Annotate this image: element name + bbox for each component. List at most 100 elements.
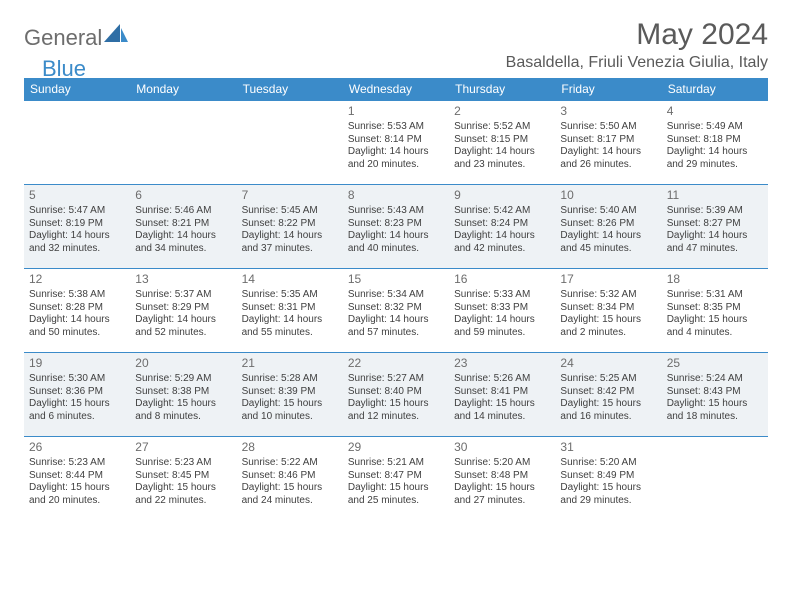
sunset-line: Sunset: 8:36 PM (29, 386, 125, 399)
sunset-line: Sunset: 8:19 PM (29, 218, 125, 231)
day-number: 15 (348, 272, 444, 287)
daylight-line: Daylight: 15 hours and 29 minutes. (560, 482, 656, 507)
daylight-line: Daylight: 15 hours and 27 minutes. (454, 482, 550, 507)
daylight-line: Daylight: 15 hours and 24 minutes. (242, 482, 338, 507)
calendar-cell: 1Sunrise: 5:53 AMSunset: 8:14 PMDaylight… (343, 101, 449, 185)
day-number: 28 (242, 440, 338, 455)
daylight-line: Daylight: 14 hours and 59 minutes. (454, 314, 550, 339)
calendar-cell: 21Sunrise: 5:28 AMSunset: 8:39 PMDayligh… (237, 353, 343, 437)
title-block: May 2024 Basaldella, Friuli Venezia Giul… (506, 18, 768, 72)
sunrise-line: Sunrise: 5:42 AM (454, 205, 550, 218)
calendar-cell: 3Sunrise: 5:50 AMSunset: 8:17 PMDaylight… (555, 101, 661, 185)
calendar-cell: 16Sunrise: 5:33 AMSunset: 8:33 PMDayligh… (449, 269, 555, 353)
daylight-line: Daylight: 14 hours and 42 minutes. (454, 230, 550, 255)
daylight-line: Daylight: 15 hours and 18 minutes. (667, 398, 763, 423)
page-header: General May 2024 Basaldella, Friuli Vene… (24, 18, 768, 72)
daylight-line: Daylight: 14 hours and 32 minutes. (29, 230, 125, 255)
sunset-line: Sunset: 8:43 PM (667, 386, 763, 399)
sunset-line: Sunset: 8:48 PM (454, 470, 550, 483)
daylight-line: Daylight: 15 hours and 6 minutes. (29, 398, 125, 423)
sunrise-line: Sunrise: 5:28 AM (242, 373, 338, 386)
sunrise-line: Sunrise: 5:26 AM (454, 373, 550, 386)
daylight-line: Daylight: 15 hours and 22 minutes. (135, 482, 231, 507)
calendar-cell: 25 Sunrise: 5:24 AMSunset: 8:43 PMDayligh… (662, 353, 768, 437)
day-number: 22 (348, 356, 444, 371)
sunrise-line: Sunrise: 5:46 AM (135, 205, 231, 218)
calendar-week-row: 12Sunrise: 5:38 AMSunset: 8:28 PMDayligh… (24, 269, 768, 353)
calendar-cell: 10Sunrise: 5:40 AMSunset: 8:26 PMDayligh… (555, 185, 661, 269)
daylight-line: Daylight: 14 hours and 20 minutes. (348, 146, 444, 171)
sunset-line: Sunset: 8:27 PM (667, 218, 763, 231)
calendar-cell: 30Sunrise: 5:20 AMSunset: 8:48 PMDayligh… (449, 437, 555, 521)
calendar-cell (130, 101, 236, 185)
day-number: 25 (667, 356, 763, 371)
calendar-body: 1Sunrise: 5:53 AMSunset: 8:14 PMDaylight… (24, 101, 768, 521)
calendar-cell: 26Sunrise: 5:23 AMSunset: 8:44 PMDayligh… (24, 437, 130, 521)
sunrise-line: Sunrise: 5:29 AM (135, 373, 231, 386)
calendar-cell: 8Sunrise: 5:43 AMSunset: 8:23 PMDaylight… (343, 185, 449, 269)
sunrise-line: Sunrise: 5:27 AM (348, 373, 444, 386)
calendar-header-row: SundayMondayTuesdayWednesdayThursdayFrid… (24, 78, 768, 101)
calendar-cell: 18Sunrise: 5:31 AMSunset: 8:35 PMDayligh… (662, 269, 768, 353)
day-header-wednesday: Wednesday (343, 78, 449, 101)
calendar-cell (24, 101, 130, 185)
calendar-cell: 24Sunrise: 5:25 AMSunset: 8:42 PMDayligh… (555, 353, 661, 437)
sunset-line: Sunset: 8:35 PM (667, 302, 763, 315)
sunrise-line: Sunrise: 5:25 AM (560, 373, 656, 386)
sunrise-line: Sunrise: 5:34 AM (348, 289, 444, 302)
sunrise-line: Sunrise: 5:22 AM (242, 457, 338, 470)
day-number: 14 (242, 272, 338, 287)
calendar-cell: 7Sunrise: 5:45 AMSunset: 8:22 PMDaylight… (237, 185, 343, 269)
daylight-line: Daylight: 15 hours and 25 minutes. (348, 482, 444, 507)
daylight-line: Daylight: 14 hours and 57 minutes. (348, 314, 444, 339)
sunrise-line: Sunrise: 5:31 AM (667, 289, 763, 302)
sunset-line: Sunset: 8:45 PM (135, 470, 231, 483)
day-number: 2 (454, 104, 550, 119)
calendar-week-row: 19Sunrise: 5:30 AMSunset: 8:36 PMDayligh… (24, 353, 768, 437)
sunrise-line: Sunrise: 5:38 AM (29, 289, 125, 302)
calendar-cell: 17Sunrise: 5:32 AMSunset: 8:34 PMDayligh… (555, 269, 661, 353)
day-number: 13 (135, 272, 231, 287)
calendar-cell: 4Sunrise: 5:49 AMSunset: 8:18 PMDaylight… (662, 101, 768, 185)
day-number: 26 (29, 440, 125, 455)
sunset-line: Sunset: 8:14 PM (348, 134, 444, 147)
daylight-line: Daylight: 14 hours and 23 minutes. (454, 146, 550, 171)
sunset-line: Sunset: 8:31 PM (242, 302, 338, 315)
calendar-cell: 15Sunrise: 5:34 AMSunset: 8:32 PMDayligh… (343, 269, 449, 353)
day-number: 10 (560, 188, 656, 203)
day-header-thursday: Thursday (449, 78, 555, 101)
calendar-cell: 20Sunrise: 5:29 AMSunset: 8:38 PMDayligh… (130, 353, 236, 437)
daylight-line: Daylight: 14 hours and 29 minutes. (667, 146, 763, 171)
day-number: 3 (560, 104, 656, 119)
sunrise-line: Sunrise: 5:30 AM (29, 373, 125, 386)
calendar-cell: 22Sunrise: 5:27 AMSunset: 8:40 PMDayligh… (343, 353, 449, 437)
day-number: 8 (348, 188, 444, 203)
day-number: 27 (135, 440, 231, 455)
sunrise-line: Sunrise: 5:23 AM (29, 457, 125, 470)
daylight-line: Daylight: 15 hours and 16 minutes. (560, 398, 656, 423)
calendar-week-row: 1Sunrise: 5:53 AMSunset: 8:14 PMDaylight… (24, 101, 768, 185)
sunrise-line: Sunrise: 5:45 AM (242, 205, 338, 218)
sunrise-line: Sunrise: 5:53 AM (348, 121, 444, 134)
sunrise-line: Sunrise: 5:35 AM (242, 289, 338, 302)
calendar-cell: 23Sunrise: 5:26 AMSunset: 8:41 PMDayligh… (449, 353, 555, 437)
brand-logo: General (24, 24, 128, 51)
sunrise-line: Sunrise: 5:23 AM (135, 457, 231, 470)
sunset-line: Sunset: 8:17 PM (560, 134, 656, 147)
sunrise-line: Sunrise: 5:37 AM (135, 289, 231, 302)
daylight-line: Daylight: 14 hours and 34 minutes. (135, 230, 231, 255)
sunrise-line: Sunrise: 5:32 AM (560, 289, 656, 302)
calendar-cell: 29Sunrise: 5:21 AMSunset: 8:47 PMDayligh… (343, 437, 449, 521)
calendar-cell: 5Sunrise: 5:47 AMSunset: 8:19 PMDaylight… (24, 185, 130, 269)
sunset-line: Sunset: 8:26 PM (560, 218, 656, 231)
daylight-line: Daylight: 14 hours and 52 minutes. (135, 314, 231, 339)
day-number: 20 (135, 356, 231, 371)
daylight-line: Daylight: 15 hours and 10 minutes. (242, 398, 338, 423)
daylight-line: Daylight: 15 hours and 2 minutes. (560, 314, 656, 339)
sunrise-line: Sunrise: 5:47 AM (29, 205, 125, 218)
sunset-line: Sunset: 8:33 PM (454, 302, 550, 315)
daylight-line: Daylight: 14 hours and 50 minutes. (29, 314, 125, 339)
sunrise-line: Sunrise: 5:52 AM (454, 121, 550, 134)
sunrise-line: Sunrise: 5:24 AM (667, 373, 763, 386)
sunset-line: Sunset: 8:23 PM (348, 218, 444, 231)
